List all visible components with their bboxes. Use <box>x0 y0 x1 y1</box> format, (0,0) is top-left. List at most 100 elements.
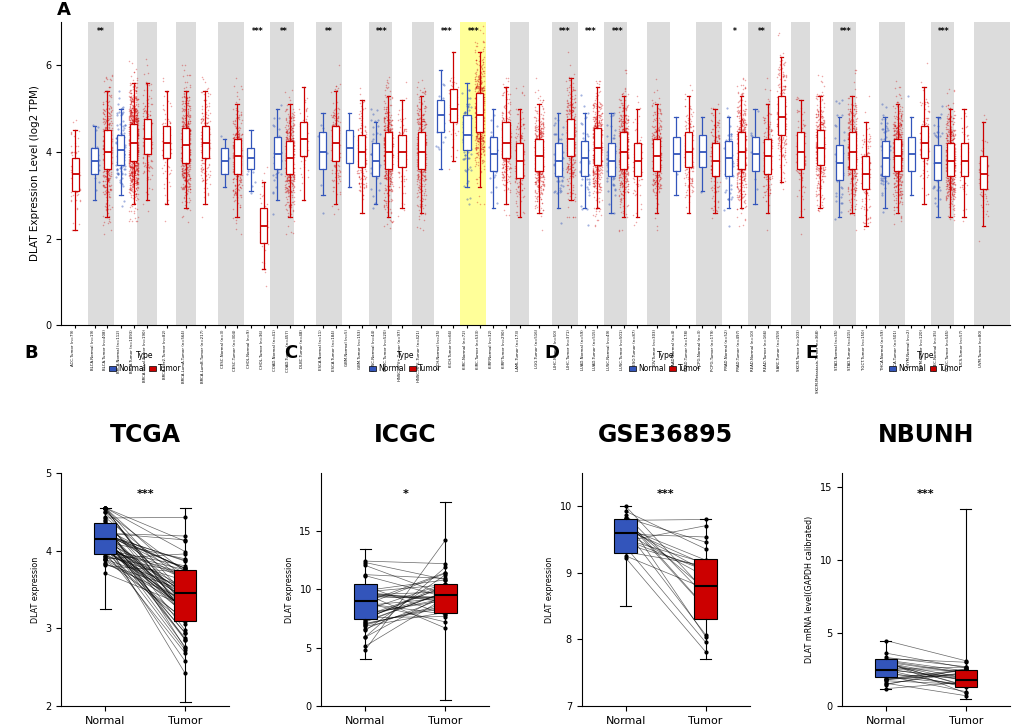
Point <box>614 102 631 114</box>
Point <box>508 143 525 155</box>
Point <box>97 113 113 124</box>
Point <box>127 162 144 174</box>
Point <box>376 141 392 153</box>
Point <box>945 141 961 153</box>
Point <box>68 203 85 215</box>
Point <box>380 149 396 161</box>
Point <box>409 170 425 181</box>
Point <box>178 150 195 162</box>
Point <box>769 63 786 75</box>
Point <box>175 141 192 152</box>
Point <box>705 200 721 212</box>
Point <box>527 154 543 166</box>
Point <box>497 209 514 221</box>
Point <box>377 163 393 175</box>
Point <box>955 172 971 183</box>
Point <box>124 139 141 151</box>
Point <box>890 126 906 138</box>
Point <box>566 211 582 223</box>
Point <box>507 168 524 180</box>
Point <box>564 127 580 138</box>
Point <box>587 120 603 132</box>
Point <box>706 122 722 133</box>
Point <box>499 132 516 143</box>
Point <box>937 192 954 204</box>
Point <box>482 153 498 165</box>
Point <box>530 166 546 178</box>
Point <box>380 184 396 196</box>
Point <box>529 176 545 188</box>
Point <box>911 133 927 145</box>
Point <box>533 156 549 167</box>
Point <box>943 156 959 167</box>
Point <box>839 130 855 141</box>
Point <box>873 145 890 157</box>
Point <box>616 183 633 195</box>
Point <box>584 154 600 166</box>
Point <box>938 141 955 152</box>
Point <box>844 114 860 126</box>
Point <box>379 151 395 162</box>
Point <box>795 106 811 117</box>
Point <box>377 165 393 177</box>
Point <box>265 186 281 198</box>
Point <box>736 136 752 148</box>
Point <box>499 75 516 87</box>
Point <box>354 127 370 139</box>
Point <box>533 119 549 130</box>
Point <box>644 183 660 195</box>
Point <box>580 218 596 230</box>
Point <box>941 201 957 213</box>
Point <box>731 147 747 159</box>
Point <box>561 74 578 86</box>
Point <box>128 144 145 156</box>
Point <box>730 164 746 175</box>
Point <box>671 163 687 175</box>
Point <box>788 138 804 149</box>
Point <box>561 146 578 158</box>
Point <box>591 165 607 176</box>
Point <box>176 138 193 150</box>
Point <box>127 131 144 143</box>
Point <box>284 151 301 163</box>
Point <box>702 159 718 171</box>
Point <box>413 129 429 141</box>
Point <box>123 57 140 68</box>
Point <box>139 140 155 151</box>
Point <box>225 160 242 172</box>
PathPatch shape <box>91 148 98 173</box>
Point <box>282 132 299 144</box>
Point <box>365 159 381 171</box>
Point <box>709 117 726 129</box>
Point <box>808 199 824 211</box>
Point <box>646 106 662 118</box>
Point <box>472 142 488 154</box>
Point <box>127 141 144 153</box>
Point <box>942 149 958 161</box>
Point <box>560 153 577 165</box>
Point <box>469 65 485 76</box>
Point <box>877 653 894 665</box>
Point <box>841 130 857 142</box>
Point <box>500 116 517 127</box>
Point <box>124 200 141 212</box>
Point <box>228 170 245 182</box>
Point <box>375 134 391 146</box>
Point <box>257 264 273 275</box>
Point <box>626 183 642 195</box>
Point <box>475 159 491 171</box>
Point <box>647 157 663 169</box>
Point <box>545 129 561 141</box>
Point <box>652 115 668 127</box>
Point <box>463 130 479 141</box>
Point <box>647 160 663 172</box>
Point <box>754 180 770 191</box>
Point <box>757 151 773 162</box>
Point <box>395 198 412 210</box>
Point <box>329 111 345 122</box>
Point <box>139 60 155 71</box>
Point <box>414 167 430 178</box>
Point <box>839 160 855 172</box>
Point <box>482 186 498 198</box>
Point <box>71 183 88 194</box>
